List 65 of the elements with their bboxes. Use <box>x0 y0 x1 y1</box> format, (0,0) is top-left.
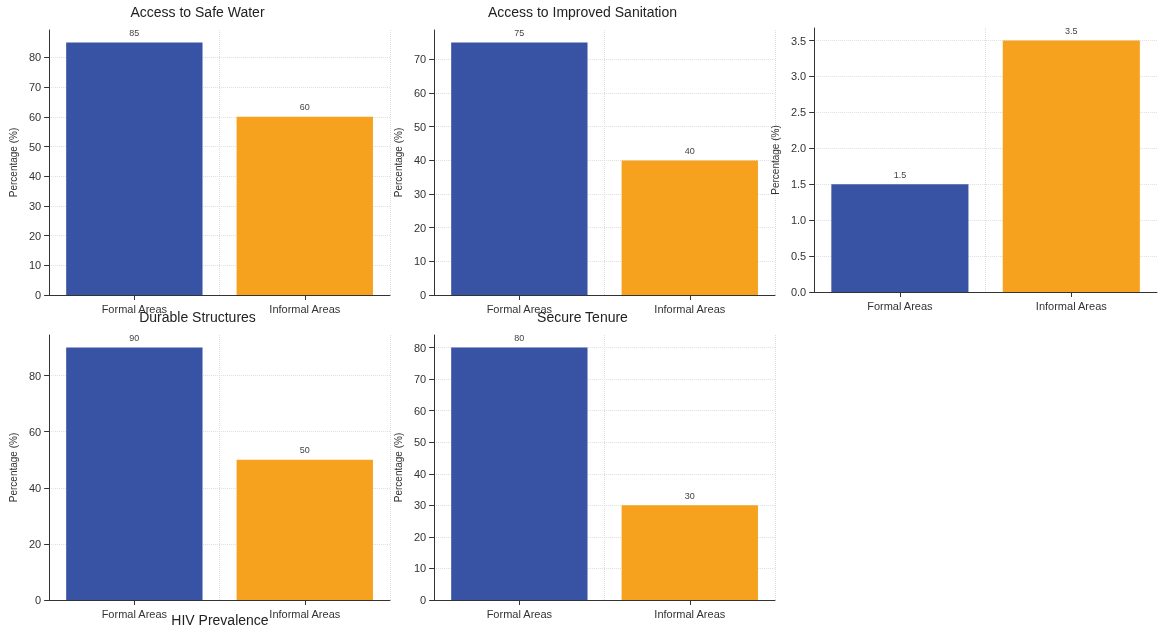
y-tick-label: 60 <box>413 404 427 417</box>
y-tick-label: 60 <box>28 425 42 438</box>
y-tick-label: 10 <box>413 255 427 268</box>
y-tick-label: 50 <box>413 436 427 449</box>
y-tick-label: 80 <box>413 341 427 354</box>
y-tick-label: 2.0 <box>790 142 807 155</box>
y-tick-label: 70 <box>413 373 427 386</box>
x-tick-label: Informal Areas <box>269 607 341 620</box>
text: HIV Prevalence <box>171 612 269 628</box>
data-label: 75 <box>514 28 525 39</box>
y-axis-title: Percentage (%) <box>392 127 404 198</box>
y-tick-label: 0.5 <box>790 250 807 263</box>
y-tick-label: 60 <box>28 110 42 123</box>
y-axis-title: Percentage (%) <box>769 125 781 195</box>
y-tick-label: 1.0 <box>790 214 807 227</box>
y-tick-label: 40 <box>413 467 427 480</box>
y-tick-label: 3.0 <box>790 70 807 83</box>
y-tick-label: 20 <box>28 229 42 242</box>
x-tick-label: Informal Areas <box>654 607 726 620</box>
y-tick-label: 2.5 <box>790 106 807 119</box>
y-tick-label: 1.5 <box>790 178 807 191</box>
y-tick-label: 10 <box>413 562 427 575</box>
y-tick-label: 20 <box>413 530 427 543</box>
x-tick-label: Formal Areas <box>101 607 168 620</box>
x-tick-label: Formal Areas <box>486 607 553 620</box>
x-tick-label: Informal Areas <box>269 302 341 315</box>
y-tick-label: 70 <box>28 81 42 94</box>
data-label: 60 <box>299 102 310 113</box>
y-tick-label: 40 <box>28 170 42 183</box>
x-tick-label: Informal Areas <box>654 302 726 315</box>
y-tick-label: 50 <box>413 120 427 133</box>
y-tick-label: 10 <box>28 259 42 272</box>
y-tick-label: 60 <box>413 87 427 100</box>
chart-title: Access to Safe Water <box>130 4 265 20</box>
y-tick-label: 80 <box>28 369 42 382</box>
data-label: 85 <box>129 28 140 39</box>
y-tick-label: 50 <box>28 140 42 153</box>
y-tick-label: 30 <box>413 499 427 512</box>
data-label: 40 <box>684 145 695 156</box>
data-label: 50 <box>299 445 310 456</box>
y-tick-label: 40 <box>413 154 427 167</box>
x-tick-label: Informal Areas <box>1035 299 1108 312</box>
data-label: 30 <box>684 490 695 501</box>
y-tick-label: 70 <box>413 53 427 66</box>
y-tick-label: 0 <box>35 289 42 301</box>
x-tick-label: Formal Areas <box>867 299 934 312</box>
y-axis-title: Percentage (%) <box>7 432 19 503</box>
chart-title: Access to Improved Sanitation <box>487 4 678 20</box>
y-tick-label: 3.5 <box>790 34 807 47</box>
y-tick-label: 0 <box>420 289 427 301</box>
data-label: 80 <box>514 333 525 344</box>
data-label: 3.5 <box>1065 26 1078 37</box>
y-tick-label: 20 <box>28 537 42 550</box>
data-label: 1.5 <box>893 169 907 180</box>
y-tick-label: 20 <box>413 221 427 234</box>
y-tick-label: 0.0 <box>790 286 807 298</box>
y-axis-title: Percentage (%) <box>7 127 19 198</box>
y-tick-label: 0 <box>35 594 42 606</box>
y-tick-label: 30 <box>28 199 42 212</box>
y-tick-label: 40 <box>28 481 42 494</box>
y-axis-title: Percentage (%) <box>392 432 404 503</box>
y-tick-label: 80 <box>28 51 42 64</box>
y-tick-label: 30 <box>413 188 427 201</box>
data-label: 90 <box>129 333 140 344</box>
y-tick-label: 0 <box>420 594 427 606</box>
